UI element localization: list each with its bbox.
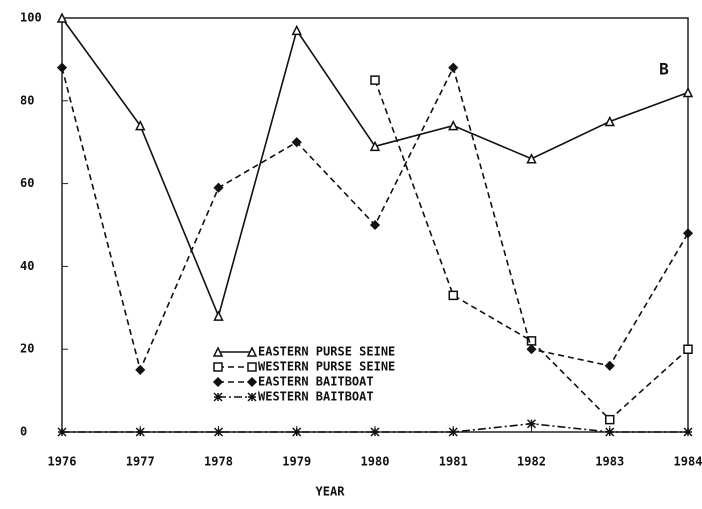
legend-marker <box>246 376 258 388</box>
x-tick-label: 1981 <box>439 455 468 469</box>
data-point <box>526 419 537 429</box>
y-tick-label: 20 <box>20 342 34 356</box>
data-point <box>604 360 615 371</box>
data-point <box>682 86 694 98</box>
legend-label: WESTERN PURSE SEINE <box>258 360 395 374</box>
data-point <box>448 119 459 131</box>
data-point <box>57 427 67 437</box>
series-line <box>61 65 689 373</box>
legend-label: EASTERN BAITBOAT <box>258 375 374 389</box>
data-point <box>135 427 145 437</box>
data-point <box>604 115 615 127</box>
y-tick-label: 40 <box>20 259 34 273</box>
x-tick-label: 1977 <box>126 455 155 469</box>
data-point <box>448 290 458 301</box>
panel-label: B <box>659 60 669 79</box>
data-point <box>369 140 381 152</box>
legend-label: EASTERN PURSE SEINE <box>258 345 395 359</box>
legend-marker <box>213 392 223 402</box>
y-tick-label: 100 <box>20 11 42 25</box>
data-point <box>369 219 381 231</box>
data-point <box>683 427 693 437</box>
legend-marker <box>247 362 257 372</box>
x-tick-label: 1980 <box>361 455 390 469</box>
data-point <box>526 336 537 346</box>
data-point <box>605 427 615 437</box>
legend-marker <box>212 376 224 388</box>
data-point <box>448 62 459 73</box>
legend-label: WESTERN BAITBOAT <box>258 390 374 404</box>
data-point <box>291 24 302 36</box>
data-point <box>213 427 224 437</box>
legend-marker <box>212 346 224 357</box>
x-axis-label: YEAR <box>316 485 346 499</box>
x-tick-label: 1979 <box>282 455 311 469</box>
data-point <box>291 137 302 148</box>
data-point <box>213 310 224 321</box>
x-tick-label: 1983 <box>595 455 624 469</box>
legend-marker <box>246 346 258 357</box>
data-point <box>526 153 537 164</box>
x-tick-label: 1978 <box>204 455 233 469</box>
x-tick-label: 1982 <box>517 455 546 469</box>
data-point <box>370 427 380 437</box>
series-line <box>374 79 689 421</box>
y-tick-label: 0 <box>20 425 27 439</box>
legend-marker <box>247 392 257 402</box>
y-tick-label: 80 <box>20 93 34 107</box>
x-tick-label: 1976 <box>48 455 77 469</box>
data-point <box>448 427 458 437</box>
data-point <box>370 75 380 85</box>
x-tick-label: 1984 <box>674 455 702 469</box>
legend-marker <box>213 362 223 372</box>
y-tick-label: 60 <box>20 176 34 190</box>
data-point <box>526 344 537 355</box>
data-point <box>292 427 302 437</box>
data-point <box>605 414 615 425</box>
data-point <box>683 344 693 354</box>
data-point <box>135 364 146 375</box>
data-point <box>56 12 68 23</box>
data-point <box>213 182 224 193</box>
series-line <box>61 17 689 319</box>
data-point <box>682 228 694 239</box>
data-point <box>56 62 68 73</box>
data-point <box>135 119 146 131</box>
